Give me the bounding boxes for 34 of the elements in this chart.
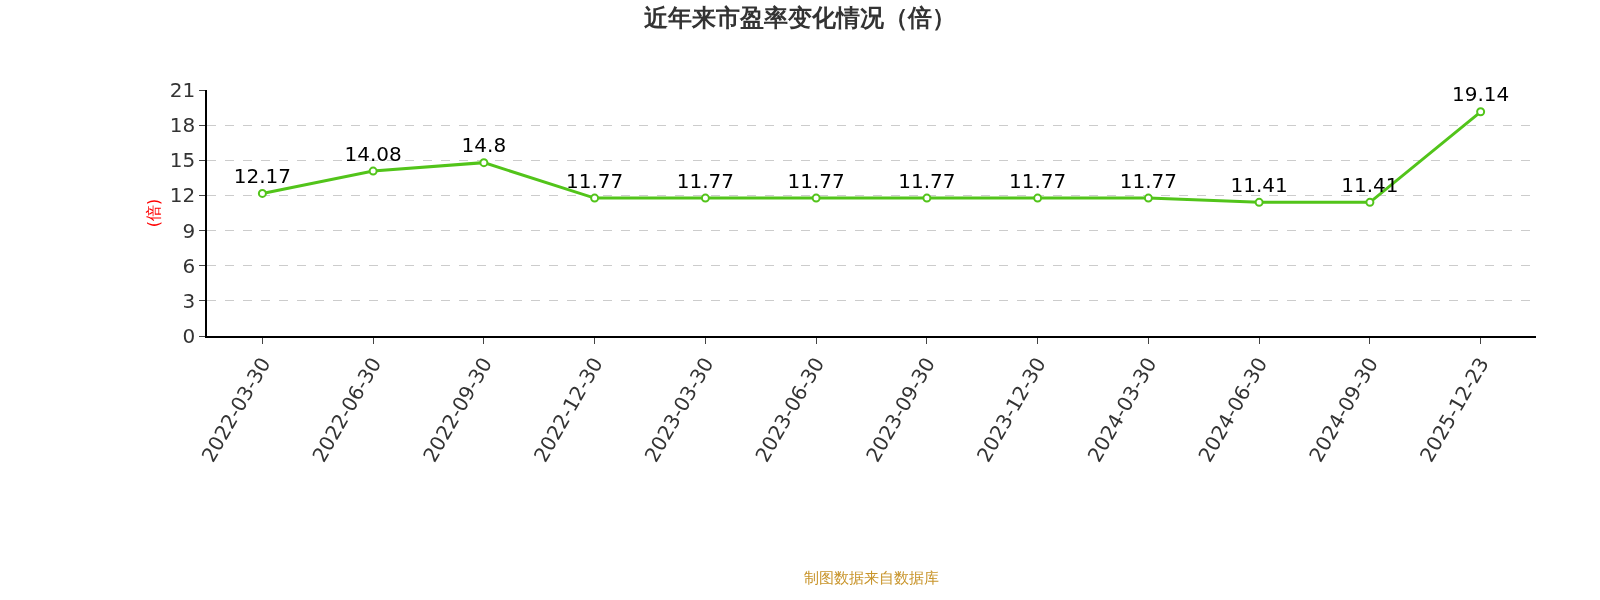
y-tick-label: 15 — [169, 148, 196, 173]
y-tick-label: 9 — [182, 218, 196, 243]
point — [811, 193, 821, 203]
data-label: 19.14 — [1452, 82, 1510, 107]
data-label: 12.17 — [233, 164, 292, 189]
point — [1143, 193, 1153, 203]
data-label: 14.08 — [344, 141, 402, 166]
data-label: 11.77 — [1009, 168, 1067, 193]
point — [1033, 193, 1043, 203]
point — [700, 193, 710, 203]
point — [368, 166, 378, 176]
y-tick-label: 3 — [182, 288, 196, 313]
data-label: 14.8 — [461, 133, 507, 158]
data-label: 11.77 — [787, 168, 845, 193]
data-label: 11.41 — [1230, 172, 1288, 197]
data-label: 11.77 — [1119, 168, 1178, 193]
point — [922, 193, 932, 203]
point — [590, 193, 600, 203]
data-label: 11.77 — [566, 168, 624, 193]
y-tick-label: 6 — [182, 253, 196, 278]
point — [1254, 197, 1264, 207]
y-tick-label: 18 — [169, 113, 196, 138]
data-label: 11.77 — [676, 168, 735, 193]
y-tick-label: 0 — [182, 324, 196, 348]
y-tick-label: 21 — [169, 78, 196, 102]
point — [1365, 197, 1375, 207]
chart-title: 近年来市盈率变化情况（倍） — [644, 3, 956, 32]
y-tick-label: 12 — [169, 183, 196, 208]
data-label: 11.77 — [898, 168, 956, 193]
point — [479, 158, 489, 168]
point — [1476, 107, 1486, 117]
y-axis-title: (倍) — [144, 198, 164, 228]
text: 制图数据来自数据库 — [804, 569, 939, 587]
point — [257, 188, 267, 198]
